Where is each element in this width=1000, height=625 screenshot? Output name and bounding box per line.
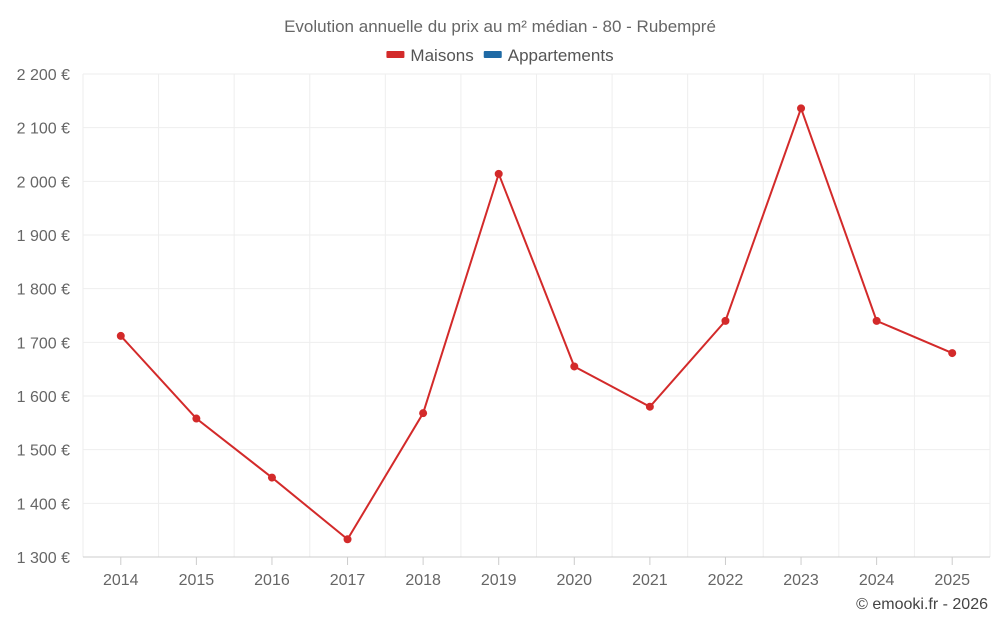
data-point <box>797 104 806 113</box>
data-point <box>645 402 654 411</box>
series-line-maisons <box>120 105 953 541</box>
data-point <box>267 473 276 482</box>
data-point <box>116 331 125 340</box>
x-tick-label: 2022 <box>708 572 744 589</box>
footer-credit: © emooki.fr - 2026 <box>856 596 988 613</box>
chart-title: Evolution annuelle du prix au m² médian … <box>284 17 716 36</box>
x-tick-label: 2023 <box>783 572 819 589</box>
legend: Maisons Appartements <box>386 46 614 65</box>
x-tick-label: 2025 <box>934 572 970 589</box>
legend-label: Appartements <box>508 46 614 65</box>
y-tick-label: 2 000 € <box>17 174 70 191</box>
data-point <box>192 414 201 423</box>
x-tick-label: 2020 <box>556 572 592 589</box>
legend-swatch <box>483 51 502 58</box>
series-group <box>116 104 957 544</box>
data-point <box>948 349 957 358</box>
y-tick-label: 1 800 € <box>17 282 70 299</box>
data-point <box>343 535 352 544</box>
data-point <box>570 362 579 371</box>
y-tick-label: 2 100 € <box>17 121 70 138</box>
x-tick-label: 2024 <box>859 572 895 589</box>
x-tick-label: 2019 <box>481 572 517 589</box>
legend-swatch <box>386 51 405 58</box>
x-tick-label: 2017 <box>330 572 366 589</box>
data-point <box>419 409 428 418</box>
y-tick-label: 1 900 € <box>17 228 70 245</box>
y-tick-label: 2 200 € <box>17 67 70 84</box>
axes: 1 300 € 1 400 € 1 500 € 1 600 € 1 700 € 1 800… <box>17 67 990 589</box>
y-tick-label: 1 300 € <box>17 550 70 567</box>
x-tick-label: 2015 <box>179 572 215 589</box>
grid <box>82 73 991 557</box>
data-point <box>872 316 881 325</box>
data-point <box>494 169 503 178</box>
y-tick-label: 1 600 € <box>17 389 70 406</box>
y-tick-label: 1 400 € <box>17 496 70 513</box>
x-tick-label: 2018 <box>405 572 441 589</box>
x-tick-label: 2021 <box>632 572 668 589</box>
data-point <box>721 316 730 325</box>
x-tick-label: 2016 <box>254 572 290 589</box>
y-tick-label: 1 500 € <box>17 443 70 460</box>
y-tick-label: 1 700 € <box>17 335 70 352</box>
x-tick-label: 2014 <box>103 572 139 589</box>
legend-label: Maisons <box>410 46 473 65</box>
